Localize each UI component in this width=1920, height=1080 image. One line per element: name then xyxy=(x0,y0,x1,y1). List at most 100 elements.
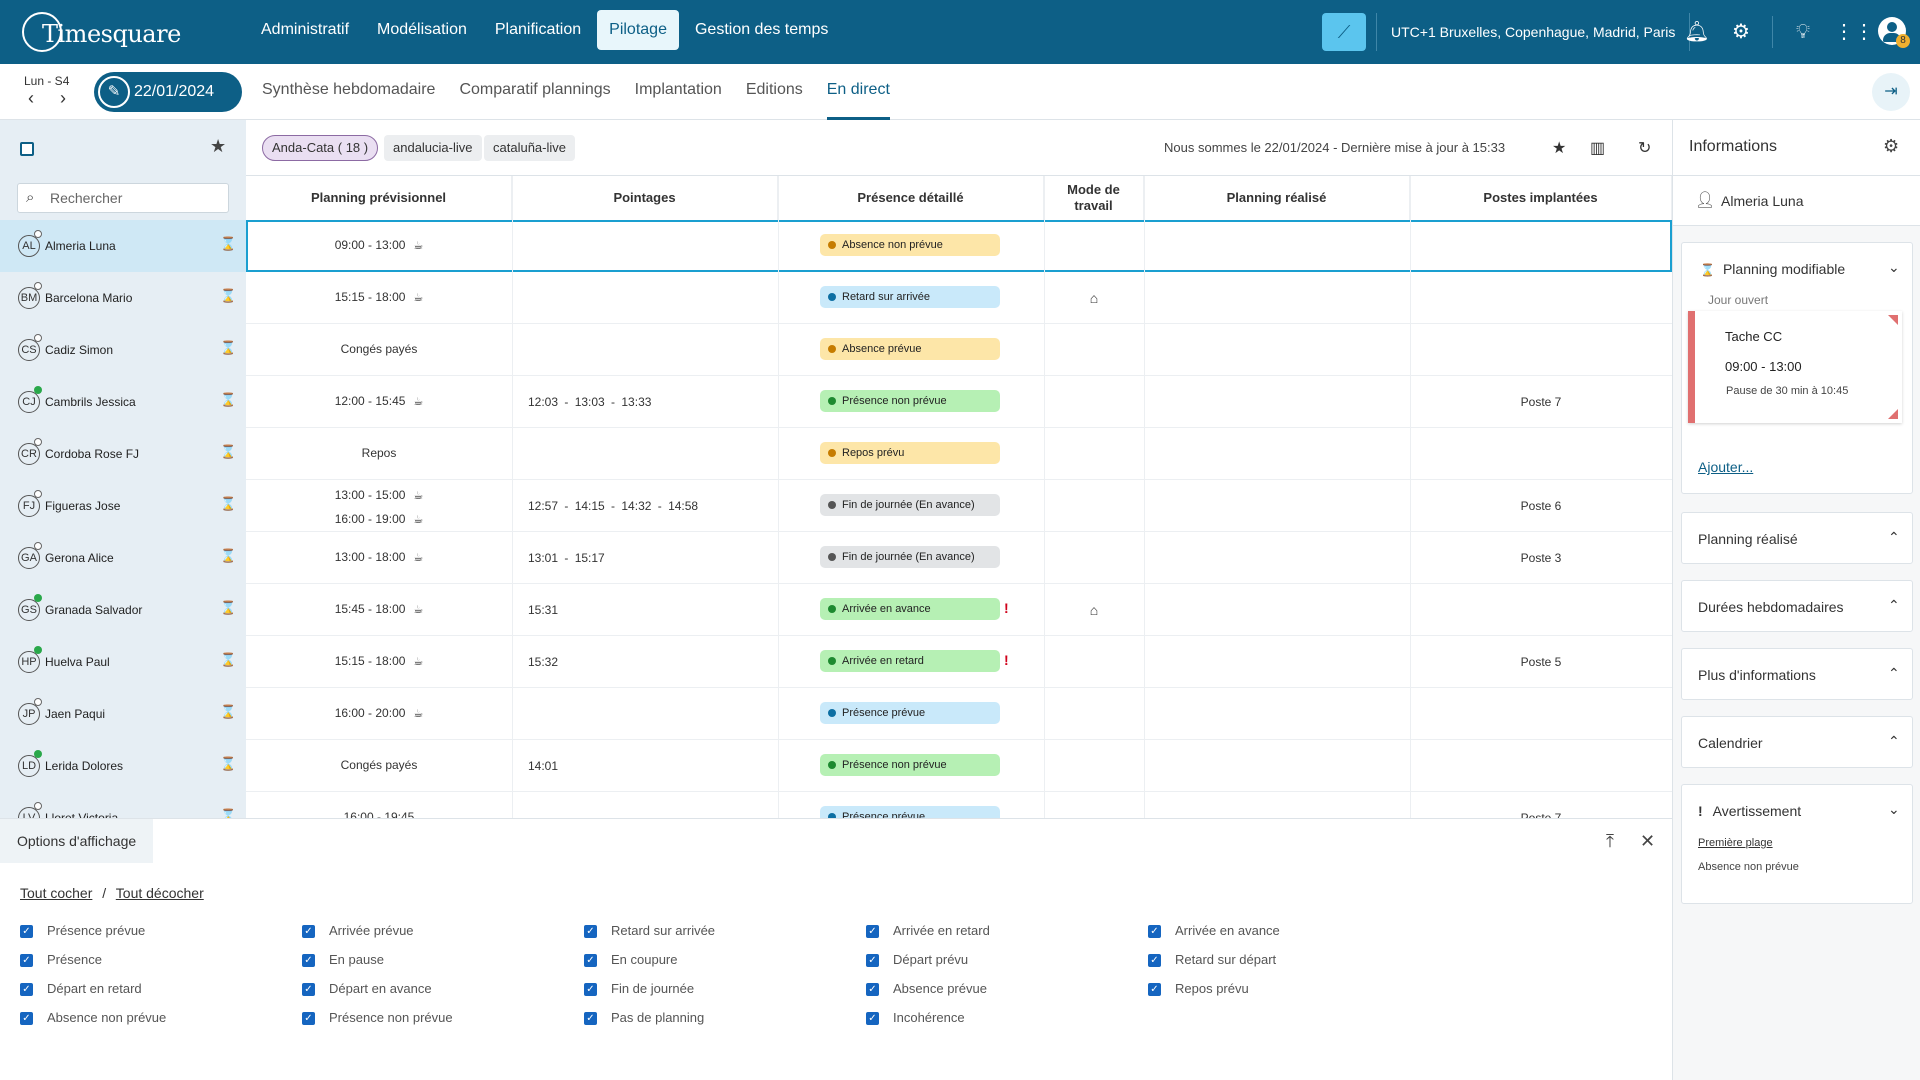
checkbox-checked-icon[interactable]: ✓ xyxy=(866,1012,879,1025)
table-row[interactable]: 16:00 - 20:00 ☕︎ Présence prévue xyxy=(246,688,1672,740)
pointages-cell[interactable] xyxy=(512,428,778,480)
display-option[interactable]: ✓ Présence prévue xyxy=(20,922,280,940)
filter-chip[interactable]: Anda-Cata ( 18 ) xyxy=(262,135,379,161)
pointages-cell[interactable] xyxy=(512,792,778,818)
pointages-cell[interactable]: 15:32 xyxy=(528,655,559,669)
planning-cell[interactable]: 15:45 - 18:00 ☕︎ xyxy=(246,584,512,636)
realized-cell[interactable] xyxy=(1144,272,1410,324)
select-all-checkbox[interactable] xyxy=(20,142,34,156)
checkbox-checked-icon[interactable]: ✓ xyxy=(20,954,33,967)
display-option[interactable]: ✓ Fin de journée xyxy=(584,980,844,998)
planning-cell[interactable]: 13:00 - 15:00 ☕︎ 16:00 - 19:00 ☕︎ xyxy=(246,480,512,532)
planning-cell[interactable]: Repos xyxy=(246,428,512,480)
column-header[interactable]: Mode de travail xyxy=(1044,176,1144,220)
work-mode-cell[interactable] xyxy=(1044,220,1144,272)
checkbox-checked-icon[interactable]: ✓ xyxy=(584,983,597,996)
hourglass-icon[interactable]: ⌛ xyxy=(220,444,237,459)
realized-cell[interactable] xyxy=(1144,376,1410,428)
task-card[interactable]: Tache CC 09:00 - 13:00 Pause de 30 min à… xyxy=(1688,311,1902,423)
table-row[interactable]: 13:00 - 18:00 ☕︎ 13:01 - 15:17 Fin de journ… xyxy=(246,532,1672,584)
presence-cell[interactable]: Présence non prévue xyxy=(778,740,1044,792)
checkbox-checked-icon[interactable]: ✓ xyxy=(20,983,33,996)
presence-cell[interactable]: Absence prévue xyxy=(778,324,1044,376)
tab-2[interactable]: Implantation xyxy=(634,81,722,98)
pointages-cell[interactable] xyxy=(512,272,778,324)
planning-cell[interactable]: 16:00 - 19:45 xyxy=(246,792,512,818)
bell-icon[interactable]: 🔔︎ xyxy=(1684,21,1710,43)
chevron-down-icon[interactable]: ⌄ xyxy=(1888,259,1900,275)
nav-item-3[interactable]: Pilotage xyxy=(597,10,679,50)
planning-cell[interactable]: 15:15 - 18:00 ☕︎ xyxy=(246,636,512,688)
column-header[interactable]: Planning prévisionnel xyxy=(246,176,512,220)
hourglass-icon[interactable]: ⌛ xyxy=(220,340,237,355)
checkbox-checked-icon[interactable]: ✓ xyxy=(584,1012,597,1025)
pointages-cell[interactable] xyxy=(512,688,778,740)
employee-item[interactable]: GS Granada Salvador ⌛ xyxy=(0,584,246,636)
realized-cell[interactable] xyxy=(1144,480,1410,532)
pointages-cell[interactable] xyxy=(512,324,778,376)
tab-0[interactable]: Synthèse hebdomadaire xyxy=(262,81,436,98)
work-mode-cell[interactable] xyxy=(1044,792,1144,818)
column-header[interactable]: Présence détaillé xyxy=(778,176,1044,220)
work-mode-cell[interactable] xyxy=(1044,532,1144,584)
add-link[interactable]: Ajouter... xyxy=(1698,459,1754,475)
date-picker-button[interactable]: ✎ 22/01/2024 xyxy=(94,72,242,112)
hourglass-icon[interactable]: ⌛ xyxy=(220,496,237,511)
info-section-card[interactable]: Plus d'informations ⌃ xyxy=(1681,648,1913,700)
presence-cell[interactable]: Absence non prévue xyxy=(778,220,1044,272)
checkbox-checked-icon[interactable]: ✓ xyxy=(1148,925,1161,938)
presence-cell[interactable]: Présence prévue xyxy=(778,688,1044,740)
columns-icon[interactable]: ▥ xyxy=(1590,140,1606,157)
column-header[interactable]: Planning réalisé xyxy=(1144,176,1410,220)
lightbulb-icon[interactable]: 💡︎ xyxy=(1796,21,1810,43)
work-mode-cell[interactable] xyxy=(1044,324,1144,376)
display-option[interactable]: ✓ Arrivée en avance xyxy=(1148,922,1408,940)
checkbox-checked-icon[interactable]: ✓ xyxy=(302,925,315,938)
info-section-card[interactable]: Durées hebdomadaires ⌃ xyxy=(1681,580,1913,632)
postes-cell[interactable] xyxy=(1410,584,1672,636)
display-option[interactable]: ✓ Départ en retard xyxy=(20,980,280,998)
pointages-cell[interactable]: 13:01 - 15:17 xyxy=(528,551,605,565)
postes-cell[interactable] xyxy=(1410,272,1672,324)
presence-cell[interactable]: Arrivée en avance! xyxy=(778,584,1044,636)
employee-item[interactable]: HP Huelva Paul ⌛ xyxy=(0,636,246,688)
postes-cell[interactable]: Poste 7 xyxy=(1520,395,1562,409)
pointages-cell[interactable]: 14:01 xyxy=(528,759,559,773)
realized-cell[interactable] xyxy=(1144,428,1410,480)
checkbox-checked-icon[interactable]: ✓ xyxy=(866,925,879,938)
postes-cell[interactable]: Poste 3 xyxy=(1520,551,1562,565)
employee-item[interactable]: BM Barcelona Mario ⌛ xyxy=(0,272,246,324)
pointages-cell[interactable]: 12:57 - 14:15 - 14:32 - 14:58 xyxy=(528,499,699,513)
work-mode-cell[interactable] xyxy=(1044,376,1144,428)
refresh-icon[interactable]: ↻ xyxy=(1638,140,1652,157)
planning-cell[interactable]: Congés payés xyxy=(246,324,512,376)
table-row[interactable]: 12:00 - 15:45 ☕︎ 12:03 - 13:03 - 13:33 Prés… xyxy=(246,376,1672,428)
display-option[interactable]: ✓ Départ prévu xyxy=(866,951,1126,969)
postes-cell[interactable] xyxy=(1410,740,1672,792)
presence-cell[interactable]: Présence prévue xyxy=(778,792,1044,818)
work-mode-cell[interactable] xyxy=(1044,740,1144,792)
work-mode-cell[interactable] xyxy=(1044,428,1144,480)
display-option[interactable]: ✓ Repos prévu xyxy=(1148,980,1408,998)
postes-cell[interactable] xyxy=(1410,220,1672,272)
employee-item[interactable]: FJ Figueras Jose ⌛ xyxy=(0,480,246,532)
postes-cell[interactable] xyxy=(1410,428,1672,480)
work-mode-cell[interactable]: ⌂ xyxy=(1044,272,1144,324)
postes-cell[interactable]: Poste 5 xyxy=(1520,655,1562,669)
star-icon[interactable]: ★ xyxy=(1552,140,1567,157)
info-section-card[interactable]: Planning réalisé ⌃ xyxy=(1681,512,1913,564)
planning-cell[interactable]: Congés payés xyxy=(246,740,512,792)
chevron-up-icon[interactable]: ⌃ xyxy=(1888,733,1900,749)
presence-cell[interactable]: Retard sur arrivée xyxy=(778,272,1044,324)
work-mode-cell[interactable] xyxy=(1044,688,1144,740)
presence-cell[interactable]: Repos prévu xyxy=(778,428,1044,480)
employee-item[interactable]: JP Jaen Paqui ⌛ xyxy=(0,688,246,740)
checkbox-checked-icon[interactable]: ✓ xyxy=(1148,983,1161,996)
check-all-link[interactable]: Tout cocher xyxy=(20,885,93,901)
table-row[interactable]: 09:00 - 13:00 ☕︎ Absence non prévue xyxy=(246,220,1672,272)
table-row[interactable]: 15:15 - 18:00 ☕︎ Retard sur arrivée ⌂ xyxy=(246,272,1672,324)
planning-cell[interactable]: 09:00 - 13:00 ☕︎ xyxy=(246,220,512,272)
employee-item[interactable]: CR Cordoba Rose FJ ⌛ xyxy=(0,428,246,480)
display-option[interactable]: ✓ En coupure xyxy=(584,951,844,969)
hourglass-icon[interactable]: ⌛ xyxy=(220,392,237,407)
